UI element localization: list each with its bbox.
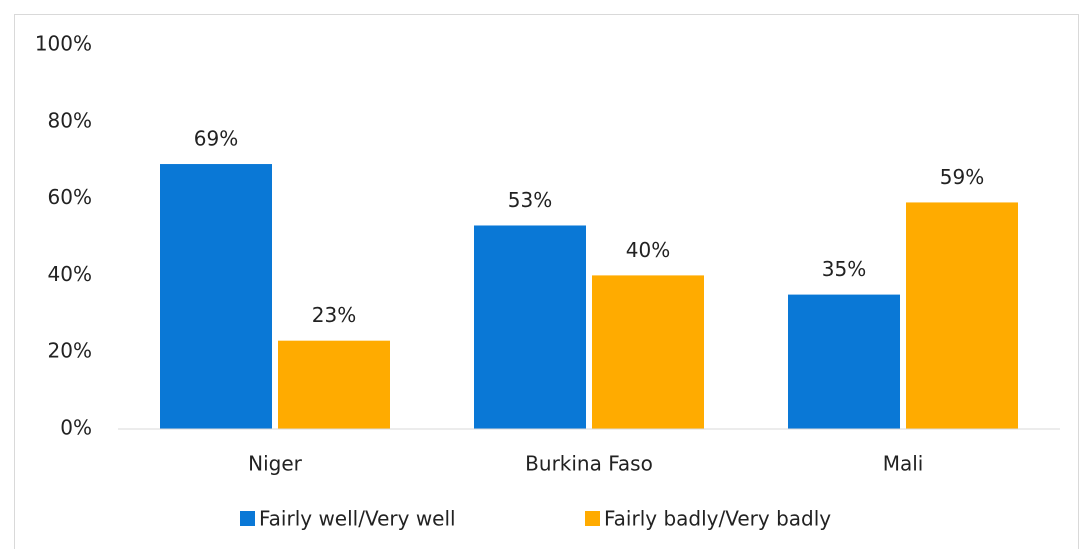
y-tick-label: 80%	[48, 108, 92, 132]
data-label: 59%	[940, 165, 984, 189]
data-label: 35%	[822, 257, 866, 281]
y-tick-label: 60%	[48, 185, 92, 209]
data-label: 23%	[312, 303, 356, 327]
data-label: 40%	[626, 238, 670, 262]
legend-label: Fairly well/Very well	[259, 507, 456, 531]
y-tick-label: 100%	[35, 32, 92, 56]
bar	[160, 164, 272, 430]
bar	[474, 225, 586, 429]
legend-label: Fairly badly/Very badly	[604, 507, 831, 531]
y-tick-label: 20%	[48, 339, 92, 363]
x-tick-label: Burkina Faso	[525, 452, 653, 476]
bar	[906, 202, 1018, 429]
y-tick-label: 40%	[48, 262, 92, 286]
legend-swatch	[240, 511, 255, 526]
y-tick-label: 0%	[60, 416, 92, 440]
x-tick-label: Niger	[248, 452, 303, 476]
x-tick-label: Mali	[883, 452, 924, 476]
data-label: 53%	[508, 188, 552, 212]
bar	[278, 340, 390, 429]
data-label: 69%	[194, 127, 238, 151]
bar	[592, 275, 704, 429]
bar	[788, 294, 900, 429]
legend-swatch	[585, 511, 600, 526]
